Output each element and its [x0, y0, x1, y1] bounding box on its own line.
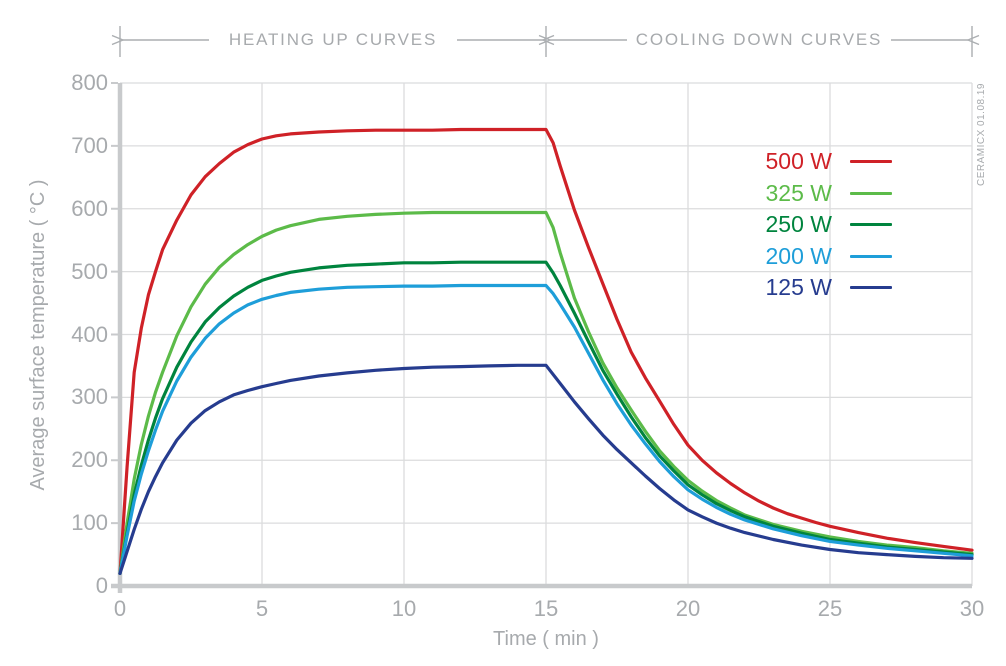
- y-tick-label: 200: [71, 447, 108, 473]
- x-tick-label: 30: [959, 596, 985, 621]
- legend-line-swatch: [850, 286, 892, 290]
- y-tick-label: 300: [71, 384, 108, 410]
- y-tick-label: 600: [71, 195, 108, 221]
- curve-200-w: [118, 283, 974, 576]
- y-tick-label: 500: [71, 258, 108, 284]
- arrowhead-icon: [111, 34, 125, 46]
- legend-item: 500 W: [742, 146, 892, 178]
- legend-item: 250 W: [742, 209, 892, 241]
- legend-label: 200 W: [765, 242, 832, 269]
- watermark: CERAMICX 01.08.19: [976, 83, 987, 186]
- legend-item: 125 W: [742, 272, 892, 304]
- legend-line-swatch: [850, 223, 892, 227]
- x-tick-label: 25: [817, 596, 843, 621]
- y-tick-label: 0: [95, 573, 108, 598]
- curve-325-w: [118, 210, 974, 576]
- legend-line-swatch: [850, 254, 892, 258]
- x-tick-label: 0: [113, 596, 127, 621]
- heating-section-label: HEATING UP CURVES: [228, 30, 438, 49]
- legend: 500 W 325 W 250 W 200 W 125 W: [742, 146, 892, 304]
- y-tick-label: 400: [71, 321, 108, 347]
- legend-item: 325 W: [742, 178, 892, 210]
- y-tick-label: 700: [71, 132, 108, 158]
- curve-125-w: [118, 363, 974, 576]
- arrowhead-icon: [541, 34, 555, 46]
- x-tick-label: 10: [391, 596, 417, 621]
- arrowhead-icon: [538, 34, 552, 46]
- legend-line-swatch: [850, 160, 892, 164]
- x-tick-label: 15: [533, 596, 559, 621]
- y-tick-label: 100: [71, 510, 108, 536]
- legend-line-swatch: [850, 191, 892, 195]
- x-tick-label: 20: [675, 596, 701, 621]
- x-axis-title: Time ( min ): [493, 628, 599, 650]
- legend-label: 500 W: [765, 148, 832, 175]
- curve-500-w: [118, 127, 974, 576]
- y-tick-label: 800: [71, 70, 108, 95]
- legend-item: 200 W: [742, 241, 892, 273]
- cooling-section-label: COOLING DOWN CURVES: [635, 30, 883, 49]
- arrowhead-icon: [966, 34, 980, 46]
- curve-250-w: [118, 260, 974, 576]
- legend-label: 325 W: [765, 179, 832, 206]
- legend-label: 250 W: [765, 211, 832, 238]
- legend-label: 125 W: [765, 274, 832, 301]
- x-tick-label: 5: [255, 596, 269, 621]
